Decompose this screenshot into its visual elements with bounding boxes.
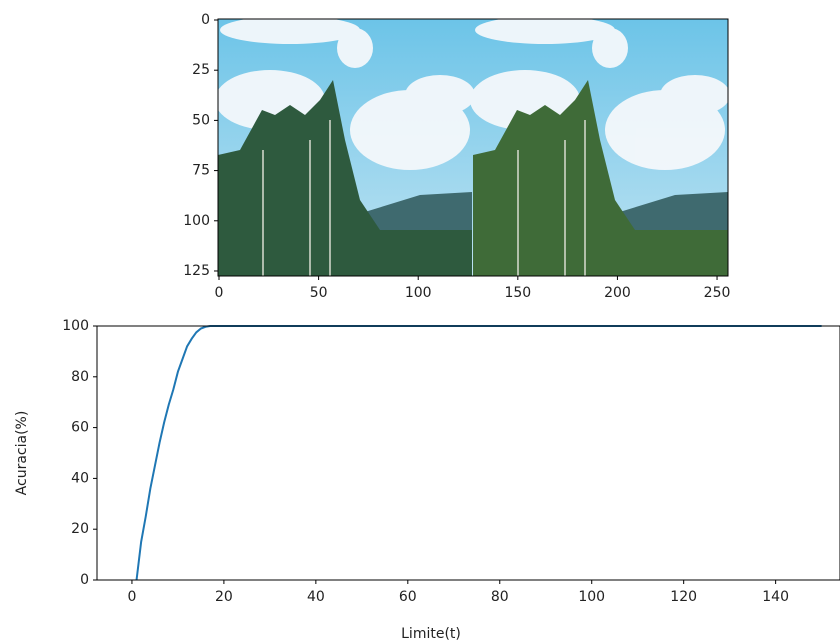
x-tick-label: 50 [310, 285, 328, 301]
x-tick-label: 40 [307, 589, 325, 605]
x-tick-label: 100 [405, 285, 432, 301]
y-tick-label: 100 [183, 213, 210, 229]
y-tick-label: 0 [201, 12, 210, 28]
x-tick-label: 100 [578, 589, 605, 605]
x-tick-label: 200 [604, 285, 631, 301]
x-tick-label: 120 [670, 589, 697, 605]
x-tick-label: 0 [215, 285, 224, 301]
axes-frame [96, 325, 840, 581]
x-tick-label: 150 [504, 285, 531, 301]
x-tick-label: 140 [762, 589, 789, 605]
y-tick-label: 25 [192, 62, 210, 78]
y-tick-label: 60 [71, 420, 89, 436]
y-tick-label: 40 [71, 470, 89, 486]
y-tick-label: 20 [71, 521, 89, 537]
x-tick-label: 20 [215, 589, 233, 605]
x-tick-label: 0 [127, 589, 136, 605]
photo [218, 19, 728, 276]
x-tick-label: 60 [399, 589, 417, 605]
line-series [135, 325, 822, 581]
x-tick-label: 250 [704, 285, 731, 301]
y-tick-label: 75 [192, 163, 210, 179]
x-axis-label: Limite(t) [401, 626, 461, 642]
axes-frame [217, 18, 729, 277]
y-axis-label: Acuracia(%) [14, 411, 30, 496]
y-tick-label: 100 [62, 318, 89, 334]
y-tick-label: 50 [192, 112, 210, 128]
y-tick-label: 0 [80, 572, 89, 588]
x-tick-label: 80 [491, 589, 509, 605]
y-tick-label: 125 [183, 263, 210, 279]
y-tick-label: 80 [71, 369, 89, 385]
